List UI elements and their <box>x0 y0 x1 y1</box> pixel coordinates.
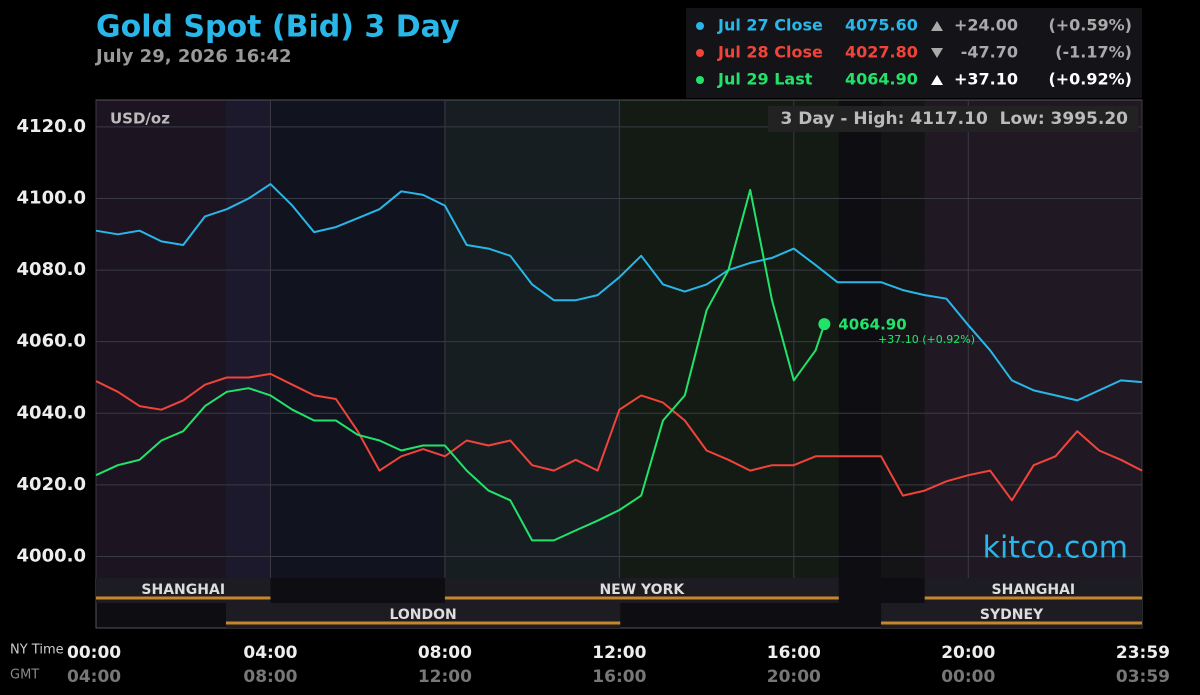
session-shade <box>444 100 839 578</box>
legend-dot <box>696 76 704 84</box>
y-tick-label: 4120.0 <box>17 116 86 137</box>
session-shade <box>225 100 621 578</box>
legend-change-pct: (+0.59%) <box>1048 16 1132 35</box>
unit-label: USD/oz <box>110 110 170 128</box>
lines <box>95 183 1143 542</box>
last-point <box>818 318 831 331</box>
legend-change: +37.10 <box>954 70 1018 89</box>
legend-value: 4075.60 <box>845 16 918 35</box>
legend-arrow <box>931 75 943 85</box>
last-change-label: +37.10 (+0.92%) <box>878 333 975 346</box>
legend-value: 4064.90 <box>845 70 918 89</box>
x-tick-label: 08:00 <box>418 643 472 663</box>
series-line <box>95 188 826 542</box>
session-label: SHANGHAI <box>141 582 225 598</box>
chart-subtitle: July 29, 2026 16:42 <box>94 46 292 67</box>
series-line <box>95 183 1143 402</box>
legend-name: Jul 27 Close <box>717 16 823 35</box>
x-tick-label: 23:59 <box>1116 643 1170 663</box>
x-axis-label: NY Time <box>10 643 64 658</box>
x2-tick-label: 12:00 <box>418 667 472 687</box>
x2-tick-label: 03:59 <box>1116 667 1170 687</box>
legend-arrow <box>931 48 943 58</box>
legend-box <box>686 8 1142 98</box>
y-tick-label: 4100.0 <box>17 187 86 208</box>
range-note: 3 Day - High: 4117.10 Low: 3995.20 <box>781 109 1129 129</box>
legend-change: -47.70 <box>961 43 1018 62</box>
y-tick-label: 4080.0 <box>17 259 86 280</box>
session-shade <box>924 100 1142 578</box>
x2-tick-label: 16:00 <box>592 667 646 687</box>
x2-tick-label: 04:00 <box>67 667 121 687</box>
range-note-box <box>768 106 1138 132</box>
session-label: LONDON <box>389 607 456 623</box>
x2-tick-label: 08:00 <box>243 667 297 687</box>
watermark: kitco.com <box>983 531 1128 566</box>
legend-name: Jul 29 Last <box>717 70 813 89</box>
legend-arrow <box>931 21 943 31</box>
series-line <box>95 372 1143 502</box>
x2-tick-label: 20:00 <box>767 667 821 687</box>
x-tick-label: 12:00 <box>592 643 646 663</box>
legend-change: +24.00 <box>954 16 1018 35</box>
legend-value: 4027.80 <box>845 43 918 62</box>
annotations: 4000.0 4020.0 4040.0 4060.0 4080.0 4100.0 4120… <box>17 16 1170 688</box>
y-tick-label: 4040.0 <box>17 402 86 423</box>
legend-dot <box>696 49 704 57</box>
x2-axis-label: GMT <box>10 668 39 683</box>
legend-name: Jul 28 Close <box>717 43 823 62</box>
y-tick-label: 4060.0 <box>17 331 86 352</box>
chart-title: Gold Spot (Bid) 3 Day <box>96 10 460 45</box>
session-shade <box>96 100 271 578</box>
x-tick-label: 00:00 <box>67 643 121 663</box>
session-label: SYDNEY <box>980 607 1044 623</box>
legend-change-pct: (-1.17%) <box>1055 43 1132 62</box>
legend-change-pct: (+0.92%) <box>1048 70 1132 89</box>
x-tick-label: 04:00 <box>243 643 297 663</box>
last-value-label: 4064.90 <box>838 316 906 334</box>
session-label: SHANGHAI <box>992 582 1076 598</box>
session-label: NEW YORK <box>599 582 685 598</box>
x-tick-label: 16:00 <box>767 643 821 663</box>
legend-dot <box>696 22 704 30</box>
y-tick-label: 4020.0 <box>17 474 86 495</box>
x2-tick-label: 00:00 <box>941 667 995 687</box>
y-tick-label: 4000.0 <box>17 546 86 567</box>
x-tick-label: 20:00 <box>941 643 995 663</box>
